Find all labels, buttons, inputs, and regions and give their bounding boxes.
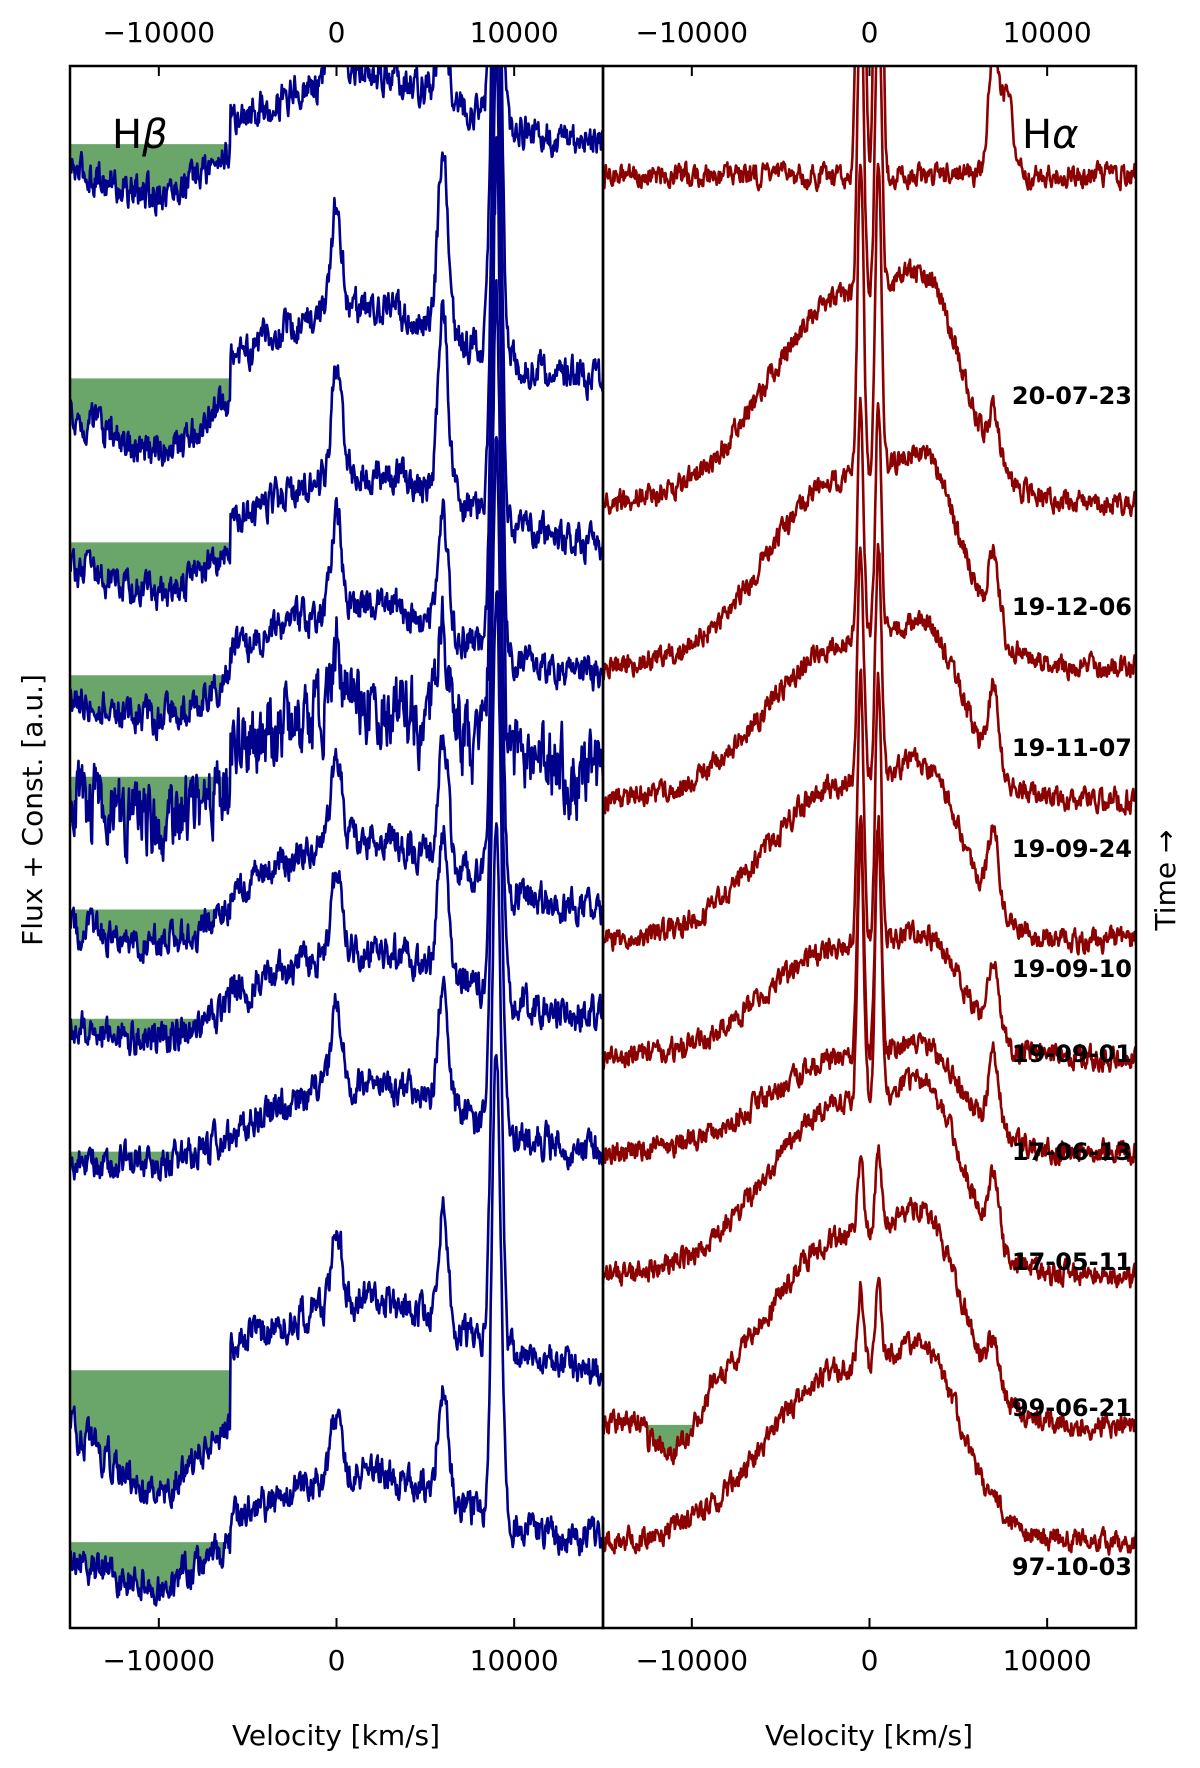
hbeta-spectrum-19-12-06	[70, 66, 603, 467]
halpha-spectrum-19-09-10	[603, 542, 1136, 956]
halpha-spectrum-17-05-11	[603, 826, 1136, 1289]
hbeta-absorption-fill-3	[70, 675, 230, 740]
halpha-tick-label-bottom: −10000	[636, 1644, 749, 1677]
date-label-20-07-23: 20-07-23	[1012, 382, 1132, 410]
hbeta-xlabel: Velocity [km/s]	[232, 1719, 440, 1752]
halpha-tick-label-bottom: 10000	[1003, 1644, 1092, 1677]
halpha-tick-label-top: −10000	[636, 16, 749, 49]
halpha-spectrum-19-11-07	[603, 162, 1136, 682]
hbeta-spectrum-99-06-21	[70, 822, 603, 1510]
halpha-tick-label-bottom: 0	[861, 1644, 879, 1677]
hbeta-spectra	[70, 66, 603, 1607]
halpha-spectrum-97-10-03	[603, 1276, 1136, 1556]
hbeta-spectrum-19-09-01	[70, 279, 603, 964]
date-label-19-12-06: 19-12-06	[1012, 593, 1132, 621]
halpha-spectrum-20-07-23	[603, 66, 1136, 193]
hbeta-spectrum-19-11-07	[70, 66, 603, 612]
date-label-97-10-03: 97-10-03	[1012, 1553, 1132, 1581]
halpha-panel-title: Hα	[1022, 112, 1078, 158]
hbeta-spectrum-19-09-10	[70, 136, 603, 865]
hbeta-spectrum-97-10-03	[70, 1054, 603, 1607]
hbeta-spectrum-17-06-13	[70, 435, 603, 1057]
date-label-19-11-07: 19-11-07	[1012, 734, 1132, 762]
hbeta-absorption-fill-1	[70, 378, 230, 466]
hbeta-spectrum-20-07-23	[70, 66, 603, 217]
hbeta-tick-label-bottom: 0	[328, 1644, 346, 1677]
date-label-17-05-11: 17-05-11	[1012, 1248, 1132, 1276]
halpha-spectrum-17-06-13	[603, 814, 1136, 1167]
hbeta-tick-label-top: 0	[328, 16, 346, 49]
hbeta-absorption-fill-8	[70, 1370, 230, 1508]
date-label-19-09-01: 19-09-01	[1012, 1040, 1132, 1068]
y-axis-label: Flux + Const. [a.u.]	[16, 674, 49, 946]
hbeta-spectrum-17-05-11	[70, 590, 603, 1182]
date-label-17-06-13: 17-06-13	[1012, 1138, 1132, 1166]
halpha-xlabel: Velocity [km/s]	[765, 1719, 973, 1752]
date-label-19-09-10: 19-09-10	[1012, 955, 1132, 983]
halpha-tick-label-top: 10000	[1003, 16, 1092, 49]
date-label-99-06-21: 99-06-21	[1012, 1394, 1132, 1422]
halpha-spectrum-19-09-01	[603, 668, 1136, 1073]
time-arrow-label: Time →	[1149, 830, 1182, 932]
halpha-spectrum-19-12-06	[603, 66, 1136, 518]
hbeta-tick-label-top: −10000	[103, 16, 216, 49]
halpha-spectrum-99-06-21	[603, 1144, 1136, 1466]
hbeta-panel-title: Hβ	[112, 112, 168, 158]
hbeta-spectrum-19-09-24	[70, 66, 603, 742]
halpha-spectrum-19-09-24	[603, 396, 1136, 816]
hbeta-tick-label-bottom: 10000	[470, 1644, 559, 1677]
hbeta-tick-label-top: 10000	[470, 16, 559, 49]
hbeta-tick-label-bottom: −10000	[103, 1644, 216, 1677]
date-label-19-09-24: 19-09-24	[1012, 835, 1132, 863]
halpha-tick-label-top: 0	[861, 16, 879, 49]
halpha-spectra	[603, 66, 1136, 1556]
